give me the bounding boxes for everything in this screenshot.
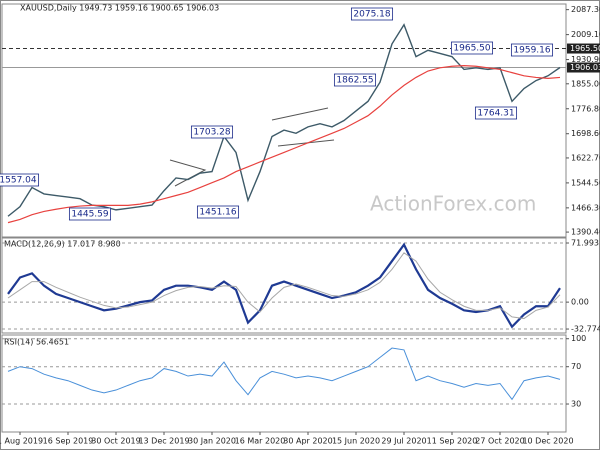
y-tick-label: 1698.60 [571, 129, 600, 138]
annotation-box [333, 73, 377, 87]
triangle-drawing [169, 159, 207, 187]
level-label: 1965.50 [570, 44, 600, 53]
annotation: 1764.31 [477, 109, 514, 119]
channel-top [271, 107, 329, 121]
main-title: XAUUSD,Daily 1949.73 1959.16 1900.65 190… [20, 4, 219, 13]
series-line [7, 23, 561, 217]
y-tick-label: 1776.80 [571, 104, 600, 113]
x-tick-label: 30 Jan 2020 [188, 437, 236, 446]
y-tick-label: 1855.00 [571, 79, 600, 88]
y-tick-label: 30 [571, 400, 581, 409]
level-label: 1906.03 [570, 63, 600, 72]
annotation: 1451.16 [199, 208, 236, 218]
annotation: 1959.16 [513, 46, 550, 56]
x-tick-label: 16 Mar 2020 [235, 437, 286, 446]
y-tick-label: 70 [571, 362, 581, 371]
x-tick-label: 1 Aug 2019 [0, 437, 43, 446]
annotation: 1965.50 [453, 44, 490, 54]
series-line [7, 242, 561, 329]
y-tick-label: 1544.50 [571, 178, 600, 187]
x-tick-label: 15 Jun 2020 [332, 437, 380, 446]
level-box [567, 43, 600, 54]
annotation-box [196, 205, 240, 219]
y-tick-label: 0.00 [571, 298, 589, 307]
panel-border [1, 334, 567, 433]
annotation-box [474, 106, 518, 120]
y-tick-label: 1466.30 [571, 203, 600, 212]
x-tick-label: 30 Oct 2019 [91, 437, 140, 446]
annotation-box [350, 7, 394, 21]
x-tick-label: 16 Sep 2019 [43, 437, 94, 446]
annotation: 1445.59 [71, 210, 108, 220]
x-tick-label: 30 Apr 2020 [283, 437, 332, 446]
annotation-box [0, 173, 40, 187]
series-line [7, 347, 561, 401]
x-tick-label: 13 Dec 2019 [138, 437, 189, 446]
series-line [7, 65, 561, 224]
annotation: 1557.04 [0, 176, 37, 186]
y-tick-label: 2009.10 [571, 30, 600, 39]
watermark: ActionForex.com [370, 192, 536, 216]
annotation-box [450, 41, 494, 55]
x-tick-label: 10 Dec 2020 [522, 437, 573, 446]
y-tick-label: 71.993 [571, 239, 599, 248]
annotation: 1862.55 [336, 76, 373, 86]
annotation: 2075.18 [353, 10, 390, 20]
y-tick-label: -32.774 [571, 325, 600, 334]
annotation-box [510, 43, 554, 57]
panel-border [1, 3, 567, 238]
y-tick-label: 100 [571, 334, 586, 343]
x-tick-label: 11 Sep 2020 [427, 437, 478, 446]
level-box [567, 62, 600, 73]
annotation: 1703.28 [193, 128, 230, 138]
x-tick-label: 29 Jul 2020 [381, 437, 426, 446]
panel-border [1, 237, 567, 334]
y-tick-label: 1390.40 [571, 228, 600, 237]
series-line [7, 252, 561, 320]
annotation-box [68, 207, 112, 221]
rsi-title: RSI(14) 56.4651 [4, 338, 69, 347]
macd-title: MACD(12,26,9) 17.017 8.980 [4, 240, 121, 249]
y-tick-label: 1930.90 [571, 55, 600, 64]
annotation-box [190, 125, 234, 139]
x-tick-label: 27 Oct 2020 [475, 437, 524, 446]
y-tick-label: 1622.70 [571, 153, 600, 162]
y-tick-label: 2087.30 [571, 5, 600, 14]
